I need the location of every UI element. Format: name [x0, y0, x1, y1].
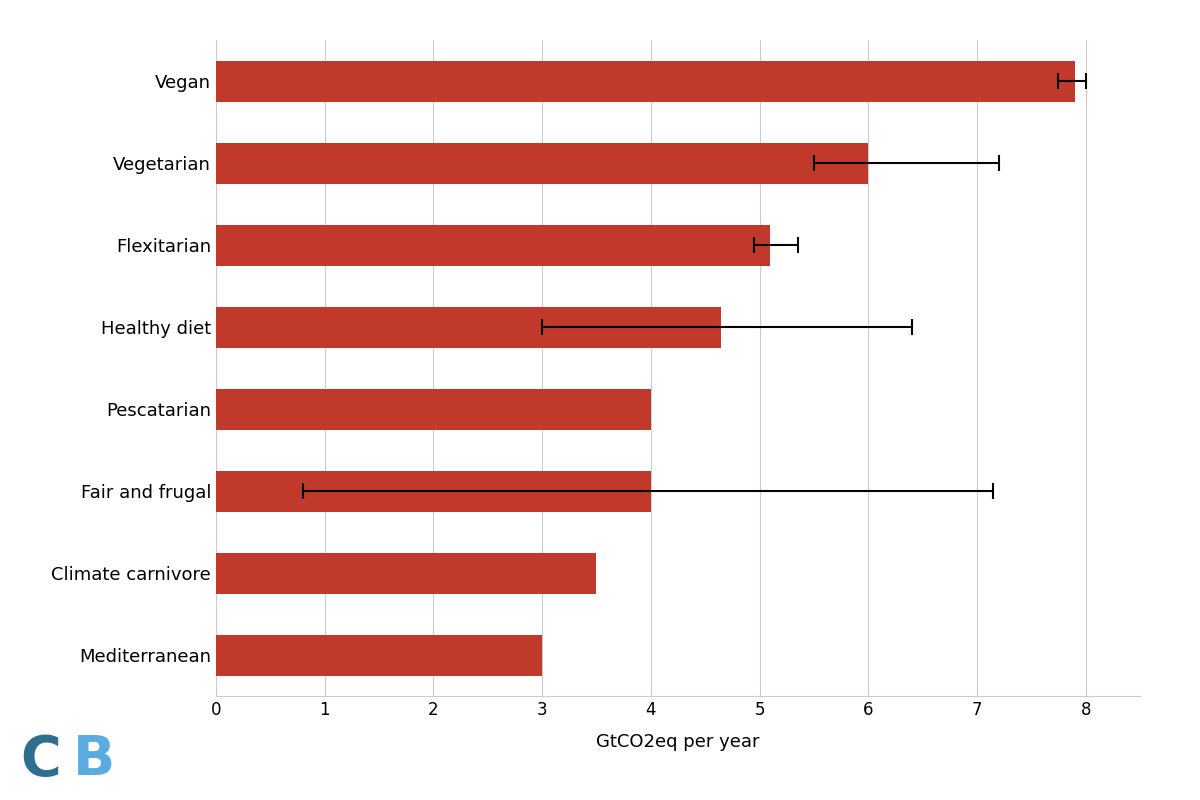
Bar: [216, 306, 721, 347]
Bar: [216, 389, 650, 430]
Bar: [216, 61, 1075, 102]
Bar: [216, 634, 542, 675]
Bar: [216, 553, 596, 594]
X-axis label: GtCO2eq per year: GtCO2eq per year: [596, 733, 760, 750]
Bar: [216, 225, 770, 266]
Text: C: C: [20, 733, 60, 787]
Bar: [216, 470, 650, 511]
Text: B: B: [73, 733, 115, 787]
Bar: [216, 142, 869, 183]
